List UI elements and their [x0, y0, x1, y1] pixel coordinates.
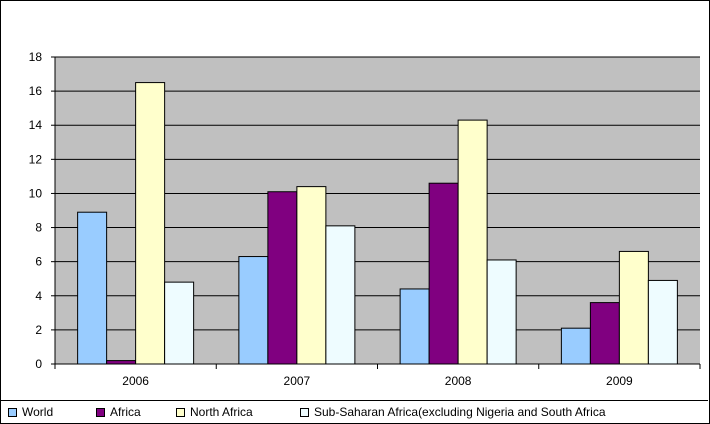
- legend-item-sub-saharan-africa: Sub-Saharan Africa(excluding Nigeria and…: [300, 405, 606, 419]
- x-tick-label: 2008: [445, 374, 472, 388]
- legend-label-sub-saharan-africa: Sub-Saharan Africa(excluding Nigeria and…: [314, 405, 606, 419]
- bar-sub-saharan-africa-2007: [325, 225, 356, 365]
- y-tick-label: 16: [29, 84, 43, 98]
- y-tick-label: 14: [29, 118, 43, 132]
- y-tick-label: 0: [35, 357, 42, 371]
- y-tick-label: 10: [29, 186, 43, 200]
- bar-world-2007: [238, 256, 269, 365]
- y-tick-label: 4: [35, 289, 42, 303]
- legend-swatch-north-africa: [176, 407, 185, 417]
- bars: [77, 82, 678, 365]
- legend-swatch-sub-saharan-africa: [300, 407, 309, 417]
- y-tick-label: 18: [29, 50, 43, 64]
- bar-north-africa-2008: [457, 119, 488, 365]
- bar-africa-2006: [106, 360, 137, 365]
- bar-world-2009: [560, 327, 591, 365]
- legend-item-world: World: [8, 405, 53, 419]
- bar-sub-saharan-africa-2008: [486, 259, 517, 365]
- legend: World Africa North Africa Sub-Saharan Af…: [0, 400, 708, 423]
- legend-label-world: World: [22, 405, 54, 419]
- bar-sub-saharan-africa-2006: [164, 281, 195, 365]
- y-tick-label: 6: [35, 255, 42, 269]
- bar-africa-2007: [267, 191, 298, 365]
- x-axis-ticks: 2006 2007 2008 2009: [54, 364, 701, 388]
- bar-north-africa-2006: [135, 82, 166, 365]
- y-tick-label: 2: [35, 323, 42, 337]
- x-tick-label: 2006: [122, 374, 149, 388]
- bar-sub-saharan-africa-2009: [647, 279, 678, 365]
- bar-world-2006: [77, 211, 108, 365]
- legend-item-north-africa: North Africa: [176, 405, 253, 419]
- legend-swatch-africa: [96, 407, 105, 417]
- legend-item-africa: Africa: [96, 405, 141, 419]
- y-axis-ticks: 0 2 4 6 8 10 12 14 16 18: [29, 50, 55, 371]
- legend-swatch-world: [8, 407, 17, 417]
- legend-label-north-africa: North Africa: [190, 405, 253, 419]
- x-tick-label: 2007: [284, 374, 311, 388]
- legend-label-africa: Africa: [110, 405, 141, 419]
- bar-north-africa-2007: [296, 186, 327, 365]
- bar-north-africa-2009: [618, 250, 649, 365]
- y-tick-label: 12: [29, 152, 43, 166]
- x-tick-label: 2009: [606, 374, 633, 388]
- bar-world-2008: [399, 288, 430, 365]
- bar-africa-2008: [428, 182, 459, 365]
- y-tick-label: 8: [35, 221, 42, 235]
- bar-africa-2009: [589, 302, 620, 365]
